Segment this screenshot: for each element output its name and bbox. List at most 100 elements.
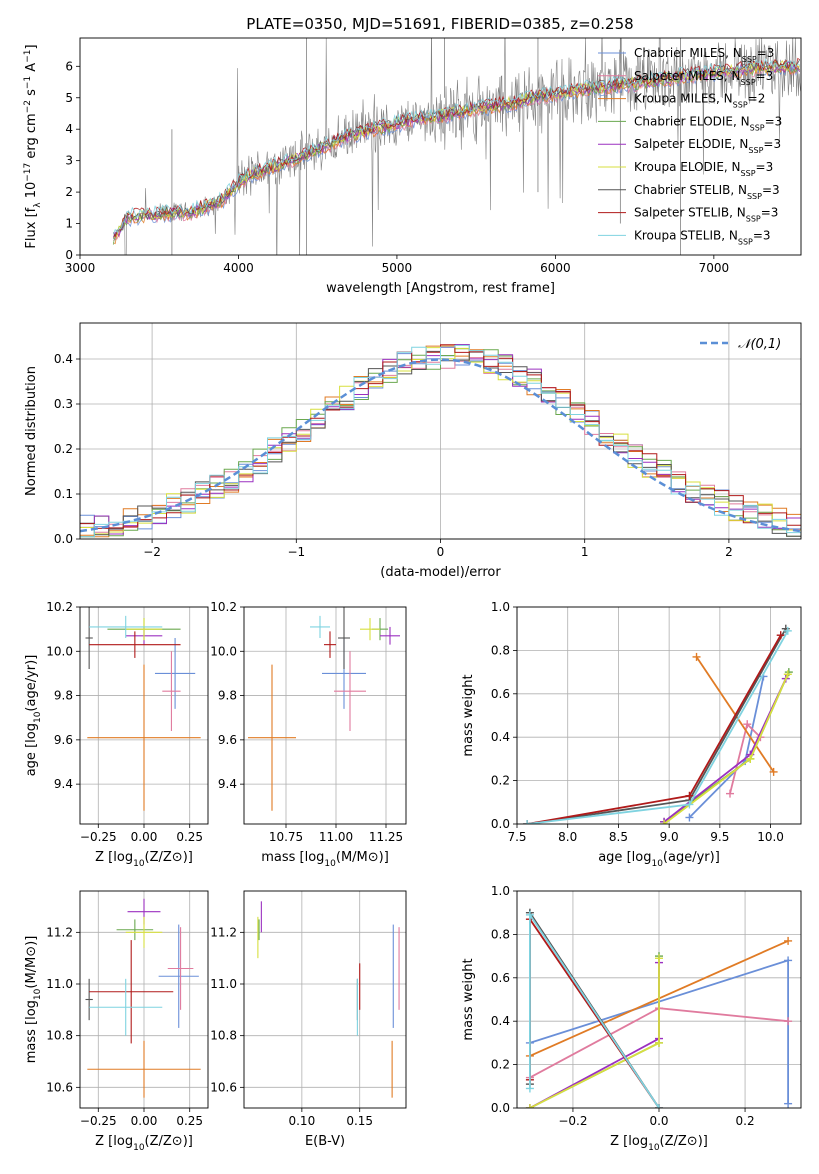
label-part: 10	[33, 988, 43, 1000]
label-part: Z [	[610, 1134, 628, 1149]
plot-area	[257, 901, 400, 1098]
panel-age-vs-mass: 10.75 11.00 11.25 9.4 9.6 9.8 10.0 10.2 mass [lo…	[210, 600, 407, 869]
y-tick-label: 11.0	[46, 977, 73, 991]
legend-text: Chabrier MILES, N	[634, 46, 742, 60]
x-tick-label: 3000	[65, 261, 96, 275]
legend-sub: SSP	[747, 191, 762, 200]
errorbar-point-kroupa-stelib	[310, 615, 330, 638]
y-tick-label: 11.0	[210, 977, 237, 991]
legend-text: =3	[762, 183, 780, 197]
weight-line-salpeter-elodie	[529, 962, 660, 1108]
legend-text: =3	[761, 206, 779, 220]
legend-sub: SSP	[748, 146, 763, 155]
legend-text: Salpeter ELODIE, N	[634, 137, 748, 151]
errorbar-point-chabrier-miles	[154, 638, 196, 709]
weight-line-kroupa-elodie	[529, 958, 660, 1108]
x-tick-label: 0.00	[131, 830, 158, 844]
y-tick-label: 3	[65, 154, 73, 168]
legend-entry-chabrier-stelib: Chabrier STELIB, NSSP=3	[634, 183, 780, 201]
legend-text: =3	[757, 46, 775, 60]
weight-line-kroupa-stelib	[529, 911, 660, 1108]
y-tick-label: 0.4	[491, 730, 510, 744]
legend-entry-chabrier-miles: Chabrier MILES, NSSP=3	[634, 46, 774, 64]
panel-spectrum: 3000 4000 5000 6000 7000 0 1 2 3 4 5 6 wavelength [A…	[23, 37, 802, 296]
y-tick-label: 10.8	[210, 1029, 237, 1043]
weight-marker-kroupa-stelib	[525, 910, 534, 919]
legend-sub: SSP	[741, 77, 756, 86]
x-tick-label: 9.5	[710, 830, 729, 844]
label-part: (Z/Z⊙)]	[660, 1134, 708, 1149]
y-tick-label: 0.8	[491, 927, 510, 941]
errorbar-point-kroupa-elodie	[125, 916, 163, 948]
label-part: mass weight	[461, 674, 476, 756]
x-tick-label: 11.25	[369, 830, 403, 844]
errorbar-point-salpeter-stelib	[89, 940, 174, 1044]
label-part: −2	[23, 100, 33, 113]
x-tick-label: 11.00	[319, 830, 353, 844]
legend-text: =3	[753, 228, 771, 242]
label-part: 10	[648, 1143, 660, 1153]
weight-marker-salpeter-miles	[743, 720, 752, 729]
legend-entry-chabrier-elodie: Chabrier ELODIE, NSSP=3	[634, 114, 782, 131]
y-tick-label: 0.1	[54, 487, 73, 501]
weight-line-chabrier-elodie	[529, 956, 660, 1108]
weight-marker-salpeter-miles	[726, 789, 734, 798]
y-tick-label: 0.2	[54, 442, 73, 456]
label-part: log	[24, 1000, 39, 1020]
y-tick-label: 10.2	[46, 600, 73, 614]
x-tick-label: 2	[725, 545, 733, 559]
label-part: log	[24, 723, 39, 743]
label-part: Z [	[95, 1134, 113, 1149]
y-tick-label: 9.8	[218, 689, 237, 703]
weight-marker-chabrier-miles	[784, 956, 793, 965]
legend-text: =3	[763, 137, 781, 151]
x-tick-label: 0	[437, 545, 445, 559]
legend-text: Kroupa STELIB, N	[634, 228, 738, 242]
legend-text: Kroupa ELODIE, N	[634, 160, 741, 174]
y-tick-label: 0	[65, 248, 73, 262]
errorbar-point-chabrier-stelib	[85, 978, 93, 1021]
plot-layer: 3000 4000 5000 6000 7000 0 1 2 3 4 5 6 wavelength [A…	[23, 37, 802, 1153]
x-axis-label: (data-model)/error	[380, 565, 501, 580]
weight-marker-chabrier-miles	[784, 1099, 793, 1108]
axes-frame	[79, 890, 209, 1109]
legend-entry-normal: 𝒩(0,1)	[738, 337, 781, 352]
weight-marker-salpeter-stelib	[685, 791, 694, 800]
y-tick-label: 1	[65, 217, 73, 231]
label-part: 10	[324, 859, 336, 869]
label-part: 10	[133, 1143, 145, 1153]
label-part: (Z/Z⊙)]	[145, 1134, 193, 1149]
x-tick-label: 0.10	[288, 1114, 315, 1128]
x-tick-label: 0.0	[649, 1114, 668, 1128]
weight-marker-kroupa-elodie	[525, 1104, 534, 1108]
weight-marker-chabrier-miles	[685, 813, 694, 822]
x-tick-label: 1	[581, 545, 589, 559]
axes-frame	[243, 606, 407, 825]
weight-marker-kroupa-stelib	[655, 1104, 663, 1108]
panel-age-vs-Z: −0.25 0.00 0.259.49.69.810.010.2Z [log10(Z…	[24, 600, 209, 869]
weight-marker-kroupa-elodie	[746, 754, 755, 763]
label-part: mass weight	[461, 958, 476, 1040]
x-tick-label: 8.5	[609, 830, 628, 844]
x-tick-label: 7000	[699, 261, 730, 275]
x-tick-label: 4000	[223, 261, 254, 275]
label-part: (data-model)/error	[380, 565, 501, 580]
label-part: log	[305, 850, 325, 865]
y-tick-label: 0.8	[491, 643, 510, 657]
label-part: s	[24, 89, 39, 100]
x-tick-label: −2	[143, 545, 161, 559]
legend-text: Salpeter STELIB, N	[634, 206, 746, 220]
normal-curve	[80, 358, 801, 533]
model-fit-kroupa-stelib	[112, 58, 800, 235]
gridlines	[244, 891, 406, 1108]
x-tick-label: 0.25	[176, 830, 203, 844]
weight-marker-kroupa-stelib	[525, 1084, 534, 1093]
label-part: Z [	[95, 850, 113, 865]
x-tick-label: 5000	[382, 261, 413, 275]
label-part: Normed distribution	[24, 366, 39, 496]
label-part: (Z/Z⊙)]	[145, 850, 193, 865]
label-part: 10	[133, 859, 145, 869]
legend-entry-salpeter-stelib: Salpeter STELIB, NSSP=3	[634, 206, 778, 224]
